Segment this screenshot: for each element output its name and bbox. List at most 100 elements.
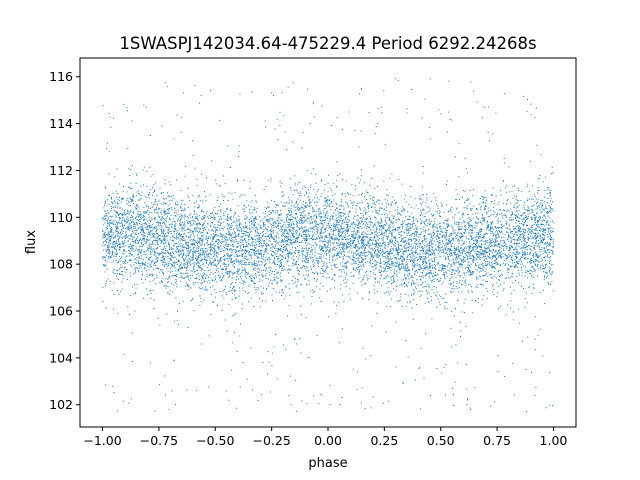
data-point bbox=[421, 259, 423, 261]
data-point bbox=[199, 273, 201, 275]
data-point bbox=[358, 227, 360, 229]
data-point bbox=[429, 273, 431, 275]
data-point bbox=[116, 233, 118, 235]
data-point bbox=[268, 361, 270, 363]
data-point bbox=[396, 252, 398, 254]
data-point bbox=[148, 233, 150, 235]
data-point bbox=[280, 226, 282, 228]
data-point bbox=[531, 292, 533, 294]
data-point bbox=[410, 284, 412, 286]
data-point bbox=[122, 246, 124, 248]
data-point bbox=[195, 240, 197, 242]
data-point bbox=[405, 249, 407, 251]
data-point bbox=[422, 194, 424, 196]
data-point bbox=[289, 211, 291, 213]
data-point bbox=[524, 252, 526, 254]
data-point bbox=[536, 234, 538, 236]
data-point bbox=[306, 221, 308, 223]
data-point bbox=[171, 275, 173, 277]
data-point bbox=[509, 217, 511, 218]
data-point bbox=[142, 235, 144, 237]
data-point bbox=[120, 233, 122, 235]
data-point bbox=[318, 208, 320, 210]
data-point bbox=[351, 263, 353, 265]
data-point bbox=[316, 237, 318, 239]
data-point bbox=[106, 199, 108, 201]
data-point bbox=[128, 246, 130, 248]
data-point bbox=[105, 215, 107, 217]
data-point bbox=[478, 275, 480, 277]
data-point bbox=[407, 230, 409, 232]
data-point bbox=[301, 222, 303, 224]
data-point bbox=[326, 242, 328, 244]
data-point bbox=[136, 257, 138, 258]
data-point bbox=[408, 243, 410, 245]
data-point bbox=[331, 238, 333, 240]
data-point bbox=[183, 259, 185, 261]
data-point bbox=[525, 369, 527, 370]
data-point bbox=[545, 264, 547, 266]
data-point bbox=[247, 232, 249, 234]
data-point bbox=[307, 214, 309, 216]
data-point bbox=[224, 211, 226, 213]
data-point bbox=[256, 234, 258, 236]
data-point bbox=[197, 226, 199, 228]
data-point bbox=[342, 205, 344, 207]
data-point bbox=[365, 252, 367, 254]
data-point bbox=[129, 220, 131, 221]
data-point bbox=[134, 206, 136, 208]
data-point bbox=[485, 240, 487, 242]
data-point bbox=[497, 263, 499, 265]
data-point bbox=[445, 394, 446, 396]
data-point bbox=[287, 249, 289, 251]
data-point bbox=[154, 283, 156, 285]
data-point bbox=[512, 252, 514, 254]
data-point bbox=[506, 277, 508, 279]
data-point bbox=[416, 234, 418, 235]
data-point bbox=[548, 245, 550, 247]
data-point bbox=[217, 235, 219, 237]
data-point bbox=[192, 243, 194, 245]
data-point bbox=[189, 259, 191, 261]
data-point bbox=[378, 280, 380, 282]
data-point bbox=[283, 231, 285, 233]
data-point bbox=[429, 249, 431, 251]
data-point bbox=[107, 225, 109, 227]
data-point bbox=[193, 262, 195, 264]
data-point bbox=[214, 236, 216, 238]
data-point bbox=[492, 266, 494, 268]
data-point bbox=[272, 225, 274, 226]
data-point bbox=[322, 250, 324, 252]
data-point bbox=[496, 219, 498, 221]
data-point bbox=[122, 186, 124, 187]
data-point bbox=[270, 226, 272, 228]
data-point bbox=[512, 311, 514, 313]
data-point bbox=[221, 242, 222, 244]
data-point bbox=[542, 229, 544, 231]
data-point bbox=[279, 219, 281, 221]
data-point bbox=[361, 255, 363, 256]
data-point bbox=[273, 237, 275, 239]
data-point bbox=[229, 167, 231, 168]
data-point bbox=[302, 228, 304, 229]
data-point bbox=[254, 269, 256, 271]
data-point bbox=[539, 230, 540, 231]
data-point bbox=[420, 271, 422, 273]
data-point bbox=[407, 266, 409, 268]
data-point bbox=[407, 238, 409, 240]
data-point bbox=[525, 252, 527, 254]
data-point bbox=[412, 265, 414, 267]
data-point bbox=[391, 230, 393, 232]
data-point bbox=[450, 242, 452, 244]
data-point bbox=[134, 233, 136, 235]
data-point bbox=[327, 266, 329, 268]
data-point bbox=[243, 262, 245, 264]
data-point bbox=[372, 226, 374, 228]
data-point bbox=[140, 218, 142, 220]
data-point bbox=[383, 224, 385, 226]
data-point bbox=[402, 257, 404, 259]
data-point bbox=[342, 222, 344, 224]
data-point bbox=[544, 225, 546, 227]
data-point bbox=[463, 228, 465, 230]
data-point bbox=[179, 272, 181, 274]
